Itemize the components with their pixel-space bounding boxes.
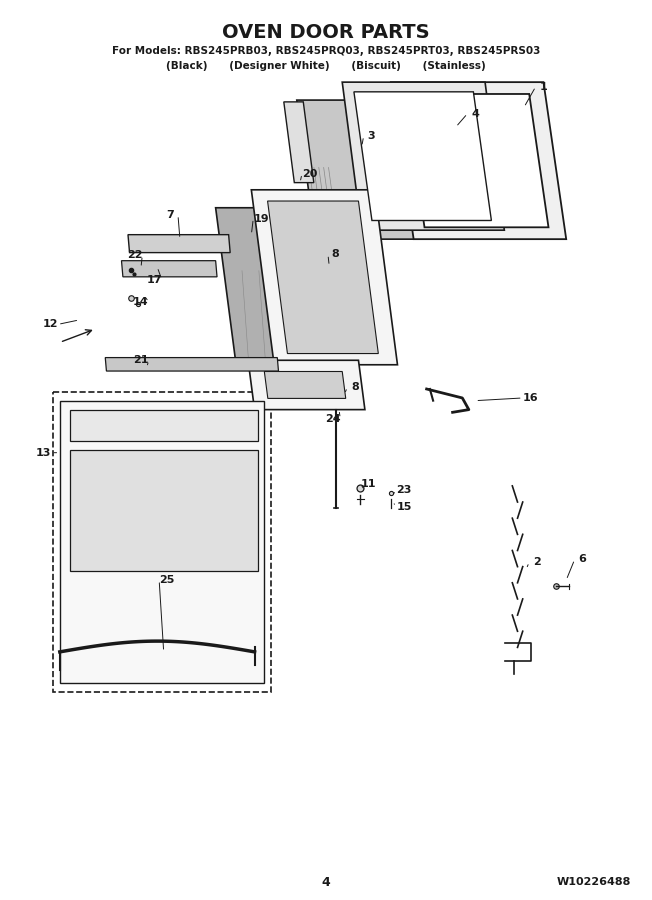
Text: 11: 11 xyxy=(361,479,376,489)
Text: 22: 22 xyxy=(126,250,142,260)
Text: OVEN DOOR PARTS: OVEN DOOR PARTS xyxy=(222,23,430,42)
Polygon shape xyxy=(391,82,566,239)
Text: 23: 23 xyxy=(396,485,411,495)
Polygon shape xyxy=(264,372,346,399)
Text: 14: 14 xyxy=(133,297,149,307)
Text: 8: 8 xyxy=(332,249,340,259)
Text: 24: 24 xyxy=(325,414,340,424)
Polygon shape xyxy=(60,400,264,683)
Text: 7: 7 xyxy=(166,210,174,220)
Text: For Models: RBS245PRB03, RBS245PRQ03, RBS245PRT03, RBS245PRS03: For Models: RBS245PRB03, RBS245PRQ03, RB… xyxy=(111,46,541,56)
Polygon shape xyxy=(297,100,454,239)
Text: 20: 20 xyxy=(302,168,318,179)
Polygon shape xyxy=(121,261,217,277)
Polygon shape xyxy=(216,208,346,360)
Text: 19: 19 xyxy=(253,213,269,223)
Polygon shape xyxy=(70,410,258,441)
Text: 21: 21 xyxy=(133,356,149,365)
Text: 3: 3 xyxy=(368,131,376,141)
Text: W10226488: W10226488 xyxy=(557,878,631,887)
Polygon shape xyxy=(105,357,278,371)
Text: 12: 12 xyxy=(42,320,58,329)
Text: 13: 13 xyxy=(36,447,52,458)
Text: 4: 4 xyxy=(471,109,479,119)
Text: 25: 25 xyxy=(159,575,175,585)
Text: (Black)      (Designer White)      (Biscuit)      (Stainless): (Black) (Designer White) (Biscuit) (Stai… xyxy=(166,61,486,71)
Text: 6: 6 xyxy=(578,554,586,564)
Text: 4: 4 xyxy=(321,876,331,889)
Polygon shape xyxy=(128,235,230,253)
Text: 8: 8 xyxy=(351,382,359,392)
Polygon shape xyxy=(354,92,492,220)
Polygon shape xyxy=(405,94,548,228)
Polygon shape xyxy=(248,360,365,410)
Polygon shape xyxy=(284,102,314,183)
Polygon shape xyxy=(251,190,398,364)
Text: 17: 17 xyxy=(146,274,162,284)
Polygon shape xyxy=(342,82,505,230)
Text: 2: 2 xyxy=(533,557,541,567)
Polygon shape xyxy=(70,450,258,572)
Text: 1: 1 xyxy=(540,82,548,92)
Text: 15: 15 xyxy=(396,501,411,511)
Polygon shape xyxy=(267,201,378,354)
Text: 16: 16 xyxy=(523,393,539,403)
